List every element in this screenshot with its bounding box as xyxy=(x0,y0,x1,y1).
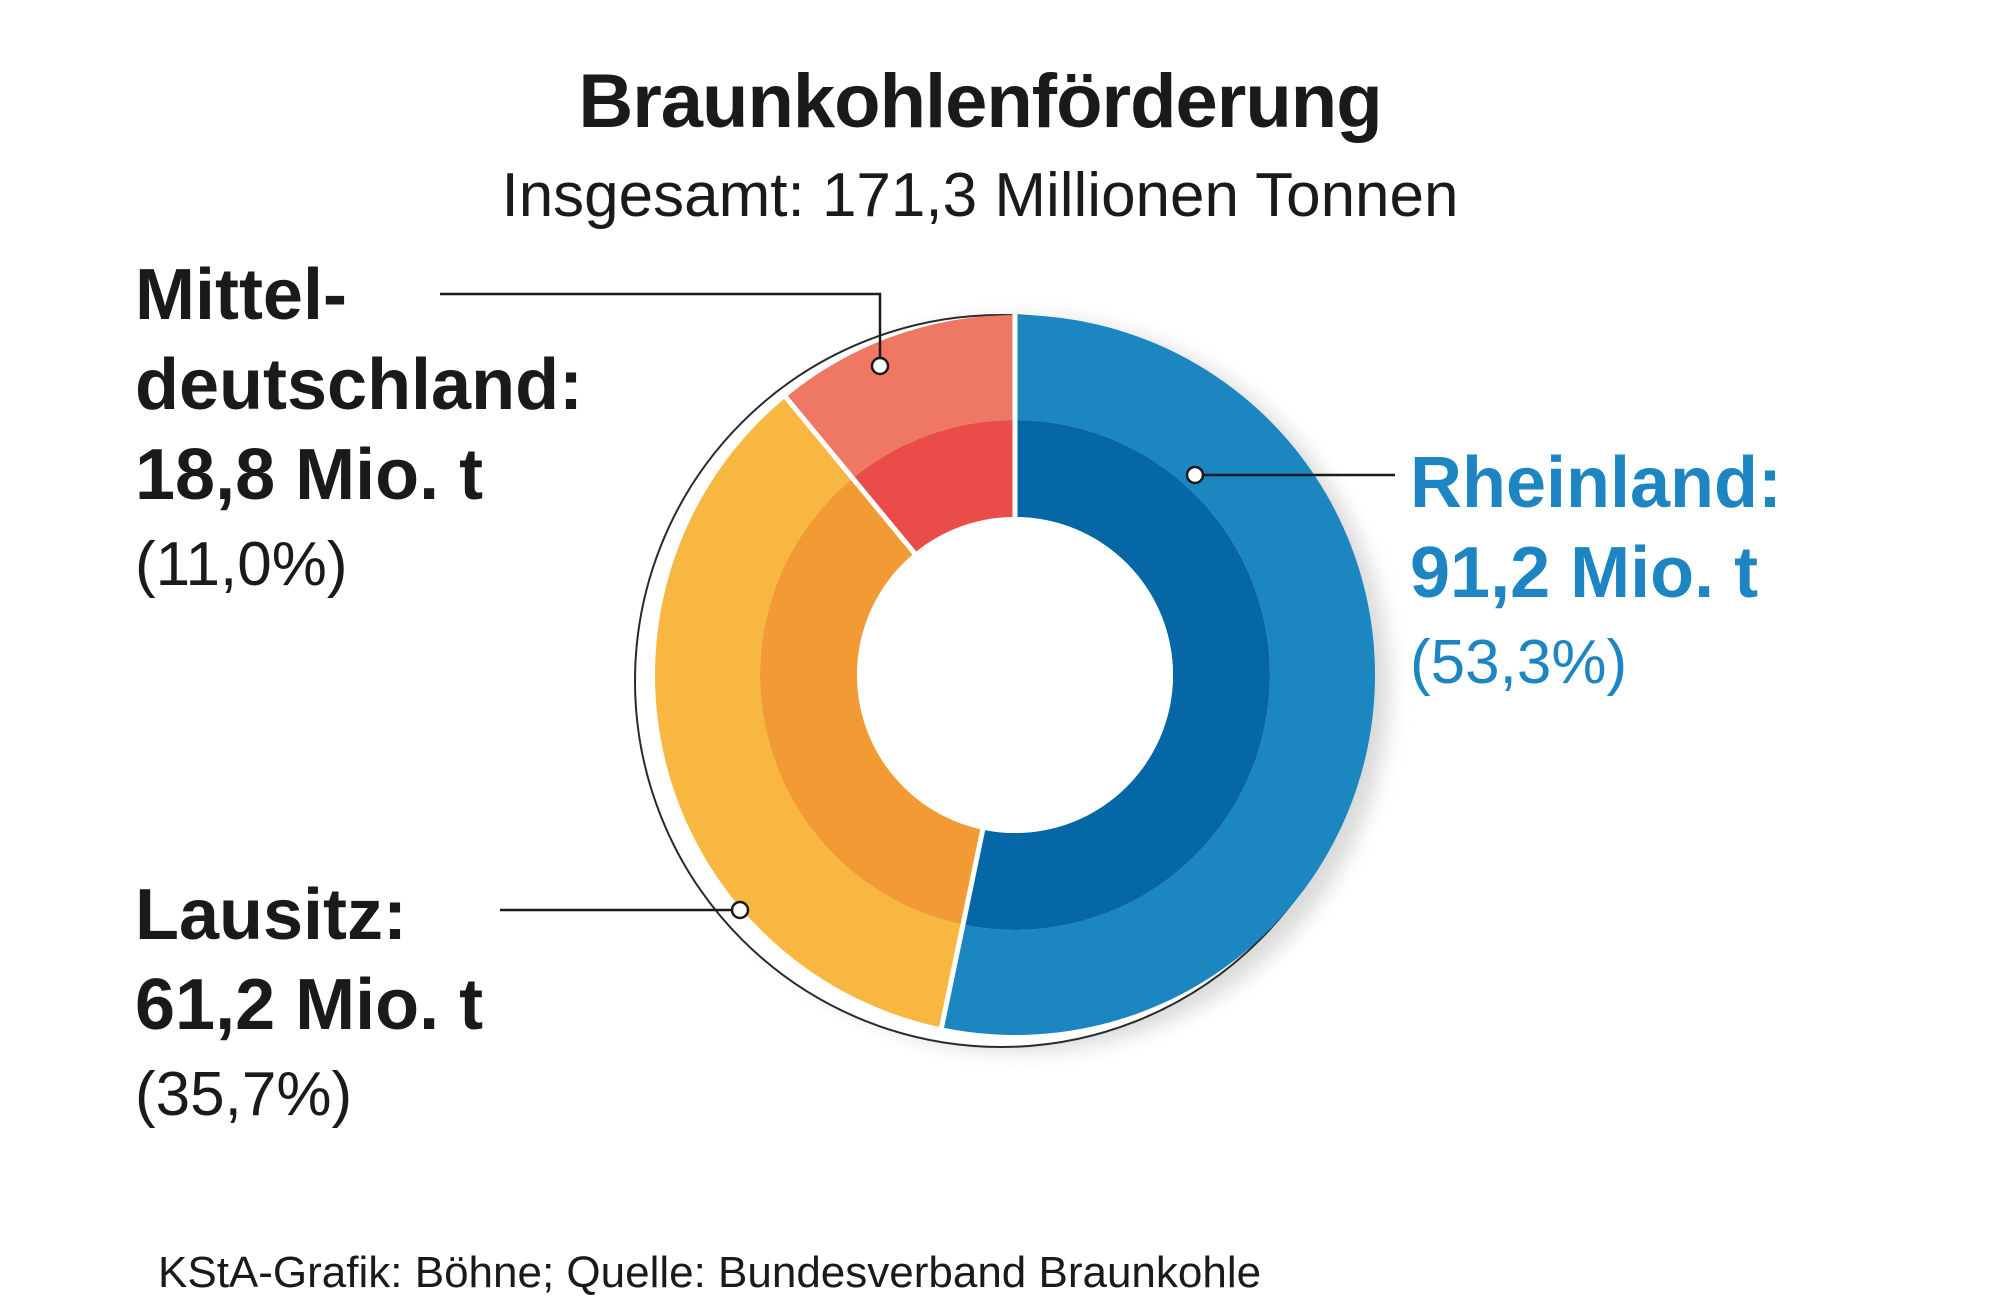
slice-name-line: Rheinland: xyxy=(1410,443,1782,523)
slice-inner-mitteldeutschland xyxy=(852,420,1015,554)
source-credit: KStA-Grafik: Böhne; Quelle: Bundesverban… xyxy=(158,1248,1262,1297)
slice-value-label: 61,2 Mio. t xyxy=(135,965,484,1045)
slice-percent-label: (53,3%) xyxy=(1410,628,1628,697)
leader-mitteldeutschland-dot xyxy=(870,356,890,376)
slice-outer-mitteldeutschland xyxy=(785,315,1015,479)
slice-outer-lausitz xyxy=(655,397,963,1028)
slice-inner-rheinland xyxy=(962,420,1270,930)
label-mitteldeutschland: Mittel- deutschland: 18,8 Mio. t (11,0%) xyxy=(135,250,583,610)
slice-value-label: 18,8 Mio. t xyxy=(135,435,484,515)
leader-rheinland-dot xyxy=(1185,465,1205,485)
label-rheinland: Rheinland: 91,2 Mio. t (53,3%) xyxy=(1410,438,1782,708)
label-lausitz: Lausitz: 61,2 Mio. t (35,7%) xyxy=(135,870,483,1140)
leader-mitteldeutschland xyxy=(440,292,882,366)
chart-title: Braunkohlenförderung xyxy=(578,59,1382,144)
slice-separator xyxy=(938,829,986,1029)
slice-inner-lausitz xyxy=(760,478,983,925)
slice-percent-label: (11,0%) xyxy=(135,530,348,599)
leader-lausitz-dot xyxy=(730,900,750,920)
slice-percent-label: (35,7%) xyxy=(135,1060,353,1129)
slice-outer-rheinland xyxy=(941,315,1375,1035)
chart-subtitle: Insgesamt: 171,3 Millionen Tonnen xyxy=(501,161,1459,230)
slice-name-line: Lausitz: xyxy=(135,875,408,955)
slice-separator xyxy=(783,394,917,555)
slice-name-line: deutschland: xyxy=(135,345,584,425)
slice-name-line: Mittel- xyxy=(135,255,347,335)
slice-value-label: 91,2 Mio. t xyxy=(1410,533,1759,613)
donut-hole xyxy=(857,517,1173,833)
